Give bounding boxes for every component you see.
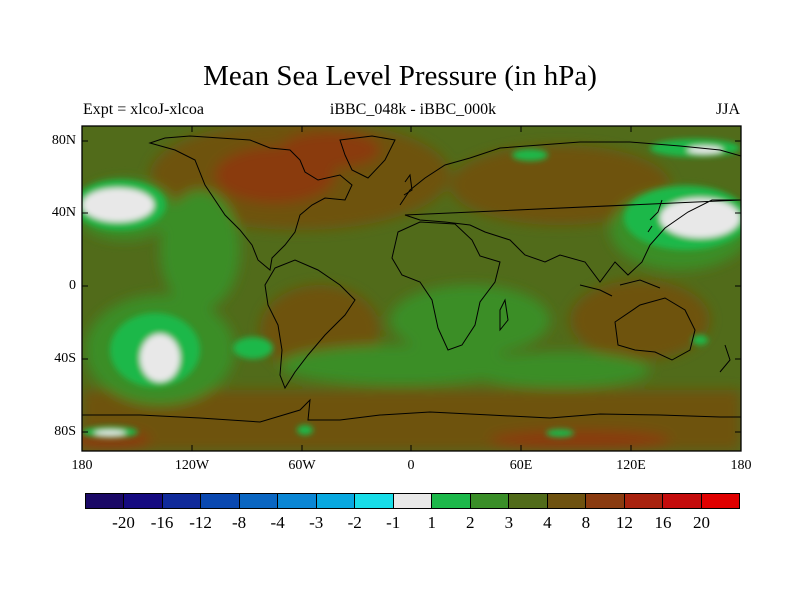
colorbar-label: -16 (150, 513, 174, 532)
colorbar-label: 20 (692, 513, 710, 532)
colorbar (85, 493, 740, 509)
colorbar-swatch (316, 494, 356, 508)
colorbar-label: -8 (232, 513, 247, 532)
colorbar-swatch (586, 494, 625, 508)
colorbar-label: -20 (112, 513, 135, 532)
colorbar-label: 16 (654, 513, 672, 532)
lat-tick-label: 40S (54, 351, 76, 366)
colorbar-swatch (239, 494, 279, 508)
lon-tick-label: 120W (174, 458, 210, 473)
colorbar-label: -2 (347, 513, 362, 532)
colorbar-label: 3 (504, 513, 514, 532)
lon-tick-label: 180 (71, 458, 93, 473)
colorbar-swatch (278, 494, 317, 508)
lon-tick-label: 0 (407, 458, 415, 473)
colorbar-label: -12 (189, 513, 212, 532)
pressure-field (82, 126, 741, 451)
lon-tick-label: 60W (288, 458, 316, 473)
lon-tick-label: 60E (509, 458, 533, 473)
colorbar-swatch (124, 494, 163, 508)
colorbar-label: -4 (270, 513, 285, 532)
colorbar-swatch (432, 494, 471, 508)
colorbar-swatch (355, 494, 394, 508)
experiment-label: Expt = xlcoJ-xlcoa (83, 101, 204, 118)
map-title: Mean Sea Level Pressure (in hPa) (203, 60, 597, 92)
colorbar-label: 12 (615, 513, 633, 532)
colorbar-swatch (393, 494, 433, 508)
colorbar-swatch (201, 494, 240, 508)
lon-tick-label: 180 (730, 458, 752, 473)
colorbar-swatch (86, 494, 125, 508)
comparison-label: iBBC_048k - iBBC_000k (329, 101, 497, 118)
lon-tick-marks (81, 126, 742, 451)
colorbar-label: 4 (543, 513, 552, 532)
lat-tick-label: 0 (69, 278, 76, 293)
colorbar-swatch (663, 494, 702, 508)
lat-tick-label: 40N (51, 205, 76, 220)
coastlines (82, 135, 741, 423)
lon-tick-label: 120E (616, 458, 646, 473)
colorbar-label: -3 (309, 513, 324, 532)
colorbar-label: 8 (581, 513, 591, 532)
colorbar-swatch (547, 494, 587, 508)
colorbar-swatch (509, 494, 548, 508)
colorbar-swatch (470, 494, 510, 508)
lat-tick-label: 80S (54, 424, 76, 439)
colorbar-swatch (701, 494, 739, 508)
lat-tick-marks (82, 140, 741, 433)
season-label: JJA (716, 101, 741, 118)
colorbar-label: -1 (386, 513, 401, 532)
colorbar-label: 2 (466, 513, 475, 532)
colorbar-swatch (624, 494, 664, 508)
colorbar-swatch (162, 494, 202, 508)
lat-tick-label: 80N (51, 133, 76, 148)
colorbar-label: 1 (427, 513, 437, 532)
